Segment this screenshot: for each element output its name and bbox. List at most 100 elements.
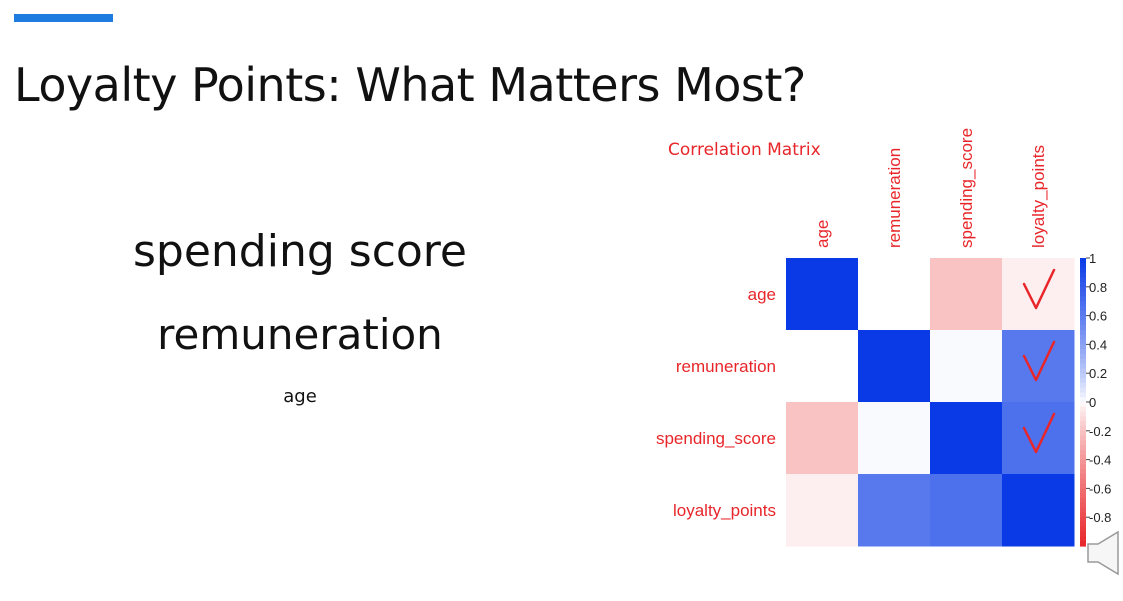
- colorbar-segment: [1080, 344, 1086, 350]
- colorbar-segment: [1080, 474, 1086, 480]
- colorbar-tick-label: -0.2: [1089, 424, 1111, 439]
- colorbar-segment: [1080, 531, 1086, 537]
- colorbar-segment: [1080, 522, 1086, 528]
- colorbar-segment: [1080, 397, 1086, 403]
- colorbar-segment: [1080, 320, 1086, 326]
- matrix-cell: [1002, 402, 1075, 475]
- check-icon: [1022, 340, 1056, 382]
- colorbar-segment: [1080, 517, 1086, 523]
- colorbar-segment: [1080, 498, 1086, 504]
- column-label: age: [813, 220, 832, 248]
- colorbar-segment: [1080, 392, 1086, 398]
- matrix-title: Correlation Matrix: [668, 140, 821, 160]
- colorbar-segment: [1080, 272, 1086, 278]
- colorbar-segment: [1080, 296, 1086, 302]
- colorbar-segment: [1080, 358, 1086, 365]
- matrix-cell: [786, 402, 859, 475]
- colorbar-segment: [1080, 382, 1086, 389]
- colorbar-segment: [1080, 502, 1086, 509]
- colorbar-segment: [1080, 435, 1086, 441]
- matrix-cell: [930, 402, 1003, 475]
- column-label: remuneration: [885, 148, 904, 248]
- colorbar-segment: [1080, 334, 1086, 341]
- colorbar-segment: [1080, 445, 1086, 451]
- colorbar-segment: [1080, 526, 1086, 533]
- colorbar-segment: [1080, 406, 1086, 413]
- colorbar-segment: [1080, 354, 1086, 360]
- colorbar-tick-label: -0.6: [1089, 481, 1111, 496]
- colorbar-segment: [1080, 349, 1086, 355]
- colorbar-segment: [1080, 464, 1086, 470]
- colorbar-segment: [1080, 258, 1086, 264]
- colorbar-tick-label: -0.4: [1089, 453, 1111, 468]
- matrix-cell: [930, 258, 1003, 331]
- check-icon: [1022, 412, 1056, 454]
- speaker-icon[interactable]: [1086, 528, 1122, 578]
- colorbar-tick-label: -0.8: [1089, 510, 1111, 525]
- colorbar-segment: [1080, 430, 1086, 437]
- row-label: age: [748, 285, 776, 304]
- colorbar-segment: [1080, 282, 1086, 288]
- colorbar-segment: [1080, 262, 1086, 269]
- row-label: remuneration: [676, 357, 776, 376]
- colorbar-segment: [1080, 277, 1086, 283]
- colorbar-segment: [1080, 368, 1086, 374]
- colorbar-segment: [1080, 363, 1086, 369]
- colorbar-segment: [1080, 454, 1086, 461]
- row-label: loyalty_points: [673, 501, 776, 520]
- factor-rank-2: remuneration: [157, 310, 443, 359]
- colorbar-segment: [1080, 469, 1086, 475]
- colorbar-segment: [1080, 310, 1086, 317]
- colorbar-segment: [1080, 541, 1086, 547]
- matrix-cell: [1002, 330, 1075, 403]
- colorbar-segment: [1080, 291, 1086, 297]
- colorbar-segment: [1080, 536, 1086, 542]
- colorbar-segment: [1080, 315, 1086, 321]
- colorbar-segment: [1080, 512, 1086, 518]
- matrix-cell: [858, 474, 931, 547]
- colorbar-segment: [1080, 493, 1086, 499]
- colorbar-tick-label: 0.8: [1089, 280, 1107, 295]
- row-label: spending_score: [656, 429, 776, 448]
- colorbar-segment: [1080, 373, 1086, 379]
- title-accent-bar: [14, 14, 113, 22]
- matrix-cell: [858, 330, 931, 403]
- colorbar-segment: [1080, 267, 1086, 273]
- matrix-cell: [1002, 258, 1075, 331]
- matrix-cell: [858, 402, 931, 475]
- check-icon: [1022, 268, 1056, 310]
- colorbar-segment: [1080, 507, 1086, 513]
- colorbar-segment: [1080, 416, 1086, 422]
- colorbar-tick-label: 0: [1089, 395, 1096, 410]
- colorbar-segment: [1080, 483, 1086, 489]
- factor-rank-3: age: [283, 386, 317, 407]
- column-label: loyalty_points: [1029, 145, 1048, 248]
- colorbar-segment: [1080, 387, 1086, 393]
- colorbar-segment: [1080, 330, 1086, 336]
- colorbar-tick-label: 1: [1089, 251, 1096, 266]
- colorbar-segment: [1080, 301, 1086, 307]
- colorbar-tick-label: 0.4: [1089, 337, 1107, 352]
- colorbar-segment: [1080, 426, 1086, 432]
- colorbar-segment: [1080, 286, 1086, 293]
- colorbar-segment: [1080, 378, 1086, 384]
- matrix-cell: [786, 330, 859, 403]
- matrix-cell: [786, 258, 859, 331]
- colorbar-segment: [1080, 478, 1086, 485]
- colorbar-segment: [1080, 488, 1086, 494]
- matrix-cell: [786, 474, 859, 547]
- colorbar-segment: [1080, 325, 1086, 331]
- colorbar-segment: [1080, 339, 1086, 345]
- factor-rank-1: spending score: [133, 226, 467, 277]
- colorbar-segment: [1080, 306, 1086, 312]
- colorbar-segment: [1080, 411, 1086, 417]
- matrix-cell: [858, 258, 931, 331]
- correlation-matrix: age remuneration spending_score loyalty_poi…: [656, 128, 1111, 547]
- matrix-cell: [1002, 474, 1075, 547]
- colorbar-segment: [1080, 421, 1086, 427]
- column-label: spending_score: [957, 128, 976, 248]
- colorbar-tick-label: 0.6: [1089, 309, 1107, 324]
- colorbar-tick-label: 0.2: [1089, 366, 1107, 381]
- colorbar-segment: [1080, 459, 1086, 465]
- matrix-cell: [930, 474, 1003, 547]
